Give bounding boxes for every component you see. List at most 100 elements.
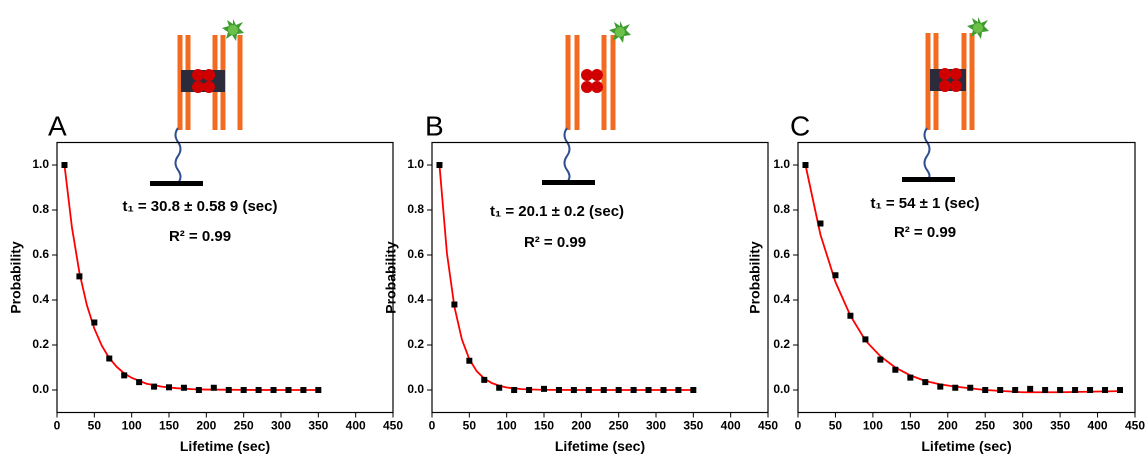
data-point: [285, 387, 292, 393]
y-tick-label: 0.8: [32, 202, 49, 216]
annotation: R² = 0.99: [524, 234, 586, 251]
x-tick-label: 0: [429, 419, 436, 433]
data-point: [451, 301, 458, 308]
data-point: [151, 383, 158, 390]
x-tick-label: 300: [271, 419, 291, 433]
annotation: R² = 0.99: [894, 224, 956, 241]
annotation: t₁ = 54 ± 1 (sec): [870, 195, 979, 212]
data-point: [892, 366, 899, 373]
x-axis-label: Lifetime (sec): [180, 438, 270, 454]
data-point: [907, 374, 914, 381]
data-point: [166, 384, 172, 391]
annotation: R² = 0.99: [169, 228, 231, 245]
y-tick-label: 0.2: [32, 337, 49, 351]
x-tick-label: 0: [795, 419, 802, 433]
data-point: [481, 376, 488, 383]
x-tick-label: 50: [88, 419, 102, 433]
x-tick-label: 0: [54, 419, 61, 433]
y-axis-label: Probability: [8, 241, 24, 314]
y-tick-label: 1.0: [32, 157, 49, 171]
data-point: [585, 387, 592, 393]
data-point: [690, 387, 697, 393]
y-tick-label: 0.6: [32, 247, 49, 261]
illustration: [542, 21, 631, 185]
data-point: [225, 387, 232, 393]
data-point: [76, 273, 83, 280]
x-tick-label: 400: [346, 419, 366, 433]
y-tick-label: 0.4: [407, 292, 424, 306]
y-tick-label: 0.6: [407, 247, 424, 261]
data-point: [136, 379, 143, 386]
data-point: [61, 162, 68, 168]
data-point: [675, 387, 682, 393]
x-tick-label: 200: [938, 419, 958, 433]
data-point: [1117, 387, 1124, 393]
illustration: [150, 19, 244, 186]
y-tick-label: 0.0: [32, 382, 49, 396]
data-point: [982, 387, 989, 393]
data-point: [615, 387, 622, 393]
data-point: [967, 384, 974, 391]
x-tick-label: 350: [308, 419, 328, 433]
data-point: [541, 385, 547, 392]
data-point: [210, 384, 217, 391]
y-tick-label: 0.0: [773, 382, 790, 396]
data-point: [1012, 387, 1019, 393]
plot-frame: [431, 141, 769, 414]
plot-frame: [56, 141, 394, 414]
x-tick-label: 100: [497, 419, 517, 433]
data-point: [466, 357, 473, 364]
fit-line: [438, 164, 694, 391]
data-point: [496, 384, 503, 391]
y-tick-label: 0.4: [773, 292, 790, 306]
x-tick-label: 200: [196, 419, 216, 433]
x-tick-label: 50: [829, 419, 843, 433]
x-tick-label: 250: [609, 419, 629, 433]
y-tick-label: 1.0: [407, 157, 424, 171]
data-point: [1072, 387, 1079, 393]
data-point: [937, 383, 944, 390]
data-point: [832, 272, 839, 279]
data-point: [660, 387, 667, 393]
x-tick-label: 100: [863, 419, 883, 433]
x-tick-label: 300: [646, 419, 666, 433]
data-point: [952, 384, 959, 391]
data-point: [1102, 387, 1109, 393]
x-tick-label: 200: [571, 419, 591, 433]
plot-frame: [797, 141, 1136, 414]
data-point: [511, 387, 518, 393]
data-point: [1027, 385, 1034, 392]
y-tick-label: 1.0: [773, 157, 790, 171]
x-tick-label: 300: [1013, 419, 1033, 433]
data-point: [817, 220, 824, 227]
data-point: [802, 162, 809, 168]
x-tick-label: 350: [1050, 419, 1070, 433]
data-point: [630, 387, 637, 393]
y-axis-label: Probability: [383, 241, 399, 314]
data-point: [1042, 387, 1049, 393]
x-tick-label: 100: [122, 419, 142, 433]
data-point: [1087, 387, 1094, 393]
x-tick-label: 450: [1125, 419, 1145, 433]
x-tick-label: 150: [900, 419, 920, 433]
data-point: [645, 387, 652, 393]
y-tick-label: 0.2: [407, 337, 424, 351]
y-tick-label: 0.4: [32, 292, 49, 306]
x-tick-label: 450: [758, 419, 778, 433]
data-point: [270, 387, 277, 393]
data-point: [877, 356, 884, 363]
x-axis-label: Lifetime (sec): [921, 438, 1011, 454]
annotation: t₁ = 30.8 ± 0.58 9 (sec): [123, 198, 278, 215]
x-tick-label: 350: [683, 419, 703, 433]
data-point: [240, 387, 247, 393]
y-axis-label: Probability: [747, 241, 763, 314]
panel-letter: C: [790, 110, 810, 141]
illustration: [902, 17, 989, 182]
x-tick-label: 450: [383, 419, 403, 433]
data-point: [195, 387, 202, 393]
x-tick-label: 400: [1088, 419, 1108, 433]
data-point: [570, 387, 577, 393]
data-point: [315, 387, 322, 393]
data-point: [121, 372, 128, 379]
